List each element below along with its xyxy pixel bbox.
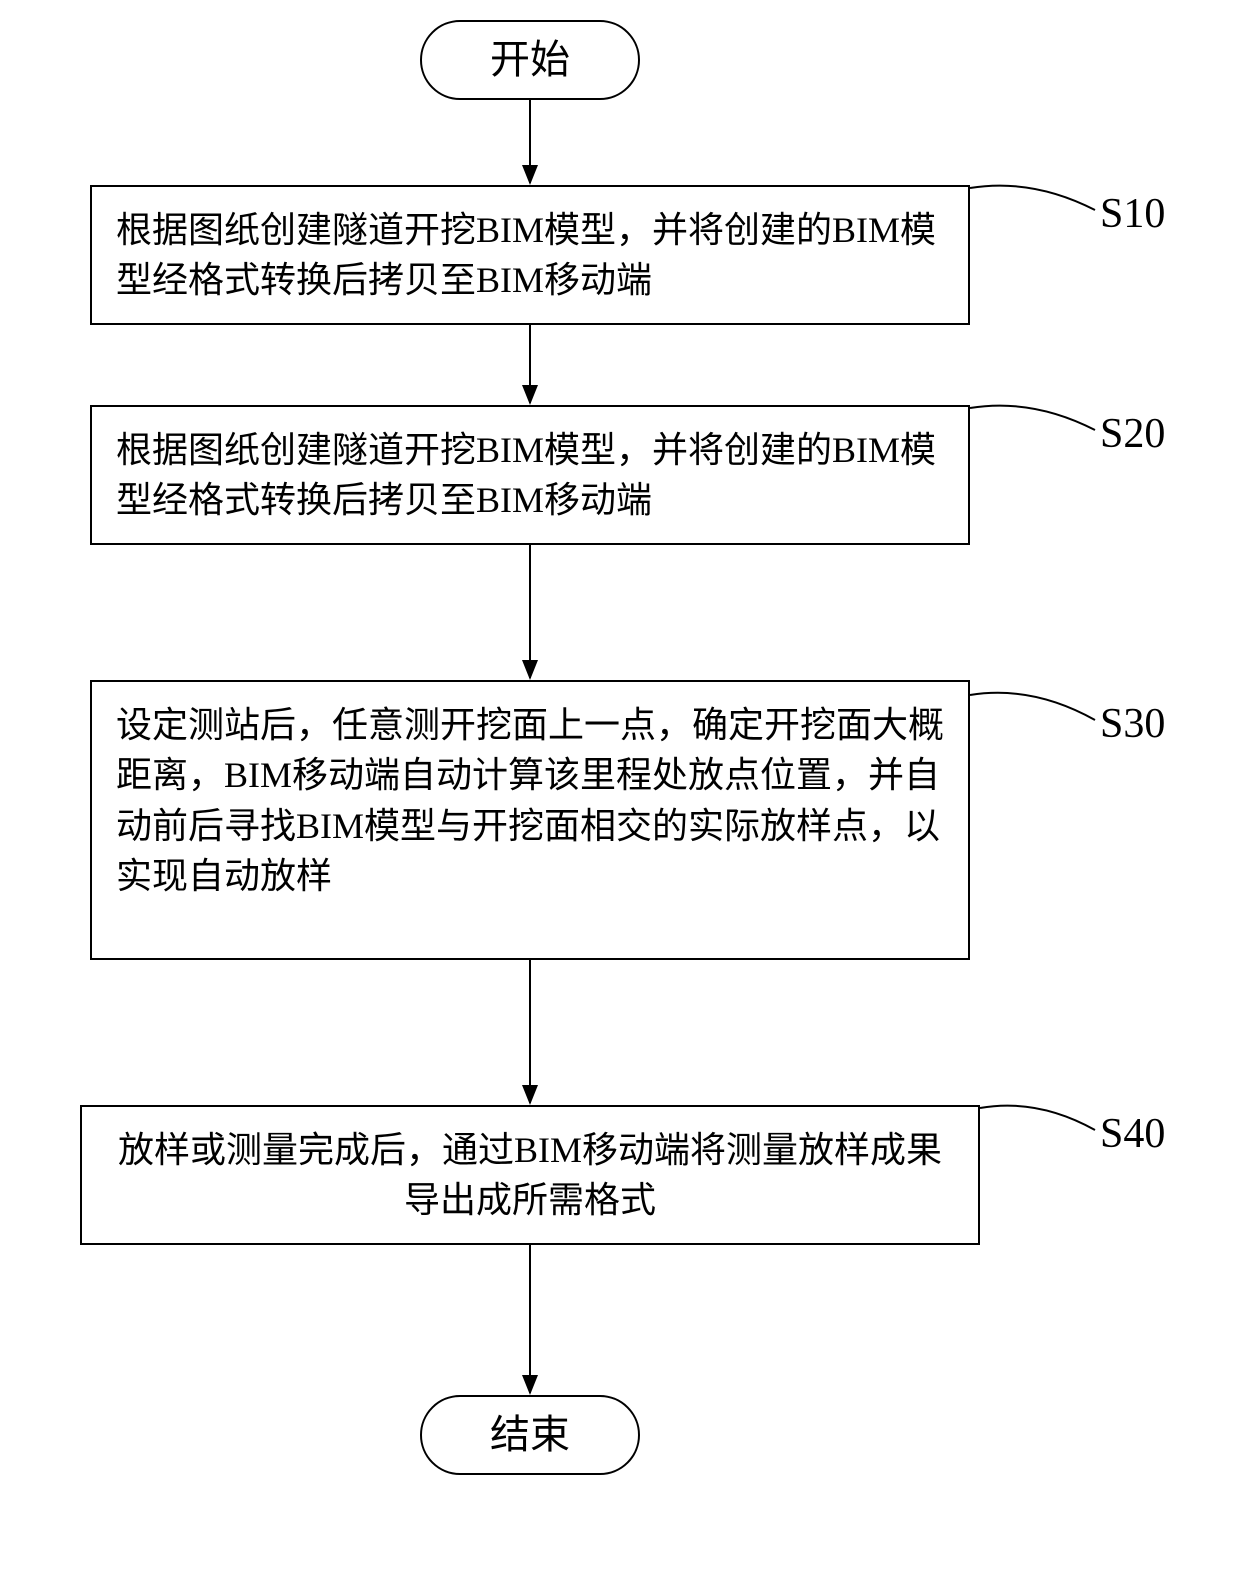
end-node: 结束	[420, 1395, 640, 1475]
label-s30-text: S30	[1100, 701, 1165, 747]
step-s10: 根据图纸创建隧道开挖BIM模型，并将创建的BIM模型经格式转换后拷贝至BIM移动…	[90, 185, 970, 325]
end-label: 结束	[490, 1407, 570, 1463]
step-s20-text: 根据图纸创建隧道开挖BIM模型，并将创建的BIM模型经格式转换后拷贝至BIM移动…	[116, 425, 944, 526]
step-s40: 放样或测量完成后，通过BIM移动端将测量放样成果导出成所需格式	[80, 1105, 980, 1245]
flowchart-canvas: 开始 根据图纸创建隧道开挖BIM模型，并将创建的BIM模型经格式转换后拷贝至BI…	[0, 0, 1240, 1575]
start-label: 开始	[490, 32, 570, 88]
step-s30: 设定测站后，任意测开挖面上一点，确定开挖面大概距离，BIM移动端自动计算该里程处…	[90, 680, 970, 960]
label-s30: S30	[1100, 700, 1165, 748]
step-s40-text: 放样或测量完成后，通过BIM移动端将测量放样成果导出成所需格式	[106, 1125, 954, 1226]
start-node: 开始	[420, 20, 640, 100]
step-s10-text: 根据图纸创建隧道开挖BIM模型，并将创建的BIM模型经格式转换后拷贝至BIM移动…	[116, 205, 944, 306]
label-s40-text: S40	[1100, 1111, 1165, 1157]
step-s20: 根据图纸创建隧道开挖BIM模型，并将创建的BIM模型经格式转换后拷贝至BIM移动…	[90, 405, 970, 545]
label-s10-text: S10	[1100, 191, 1165, 237]
label-s20-text: S20	[1100, 411, 1165, 457]
label-s40: S40	[1100, 1110, 1165, 1158]
step-s30-text: 设定测站后，任意测开挖面上一点，确定开挖面大概距离，BIM移动端自动计算该里程处…	[116, 700, 944, 902]
label-s10: S10	[1100, 190, 1165, 238]
label-s20: S20	[1100, 410, 1165, 458]
